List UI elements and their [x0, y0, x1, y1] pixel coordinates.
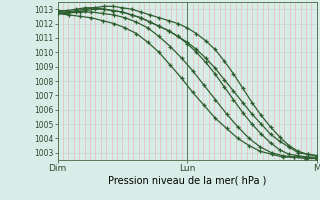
X-axis label: Pression niveau de la mer( hPa ): Pression niveau de la mer( hPa )	[108, 176, 266, 186]
